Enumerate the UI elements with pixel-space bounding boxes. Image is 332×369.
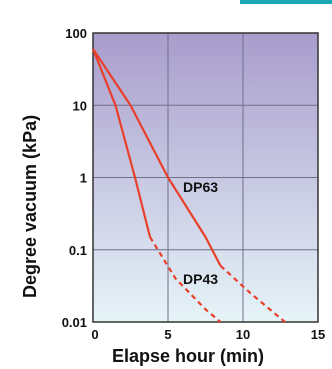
x-tick-label: 0 [91, 327, 98, 342]
series-label-dp43: DP43 [183, 271, 218, 287]
plot-frame [92, 32, 319, 323]
series-label-dp63: DP63 [183, 179, 218, 195]
series-layer [91, 48, 286, 323]
y-tick-labels: 100 10 1 0.1 0.01 [62, 26, 87, 330]
x-tick-labels: 0 5 10 15 [91, 327, 325, 342]
x-tick-label: 10 [236, 327, 250, 342]
series-line-dp63 [92, 48, 222, 267]
y-tick-label: 100 [65, 26, 87, 41]
y-tick-label: 0.1 [69, 243, 87, 258]
x-axis-label: Elapse hour (min) [112, 346, 264, 366]
series-dashed-dp63 [219, 264, 286, 323]
x-tick-label: 15 [311, 327, 325, 342]
x-tick-label: 5 [164, 327, 171, 342]
series-line-dp43 [91, 48, 152, 238]
top-accent-strip [240, 0, 332, 4]
y-axis-label: Degree vacuum (kPa) [20, 115, 40, 298]
y-tick-label: 10 [73, 98, 87, 113]
series-dashed-dp43 [149, 236, 222, 323]
y-tick-label: 0.01 [62, 315, 87, 330]
y-tick-label: 1 [80, 171, 87, 186]
